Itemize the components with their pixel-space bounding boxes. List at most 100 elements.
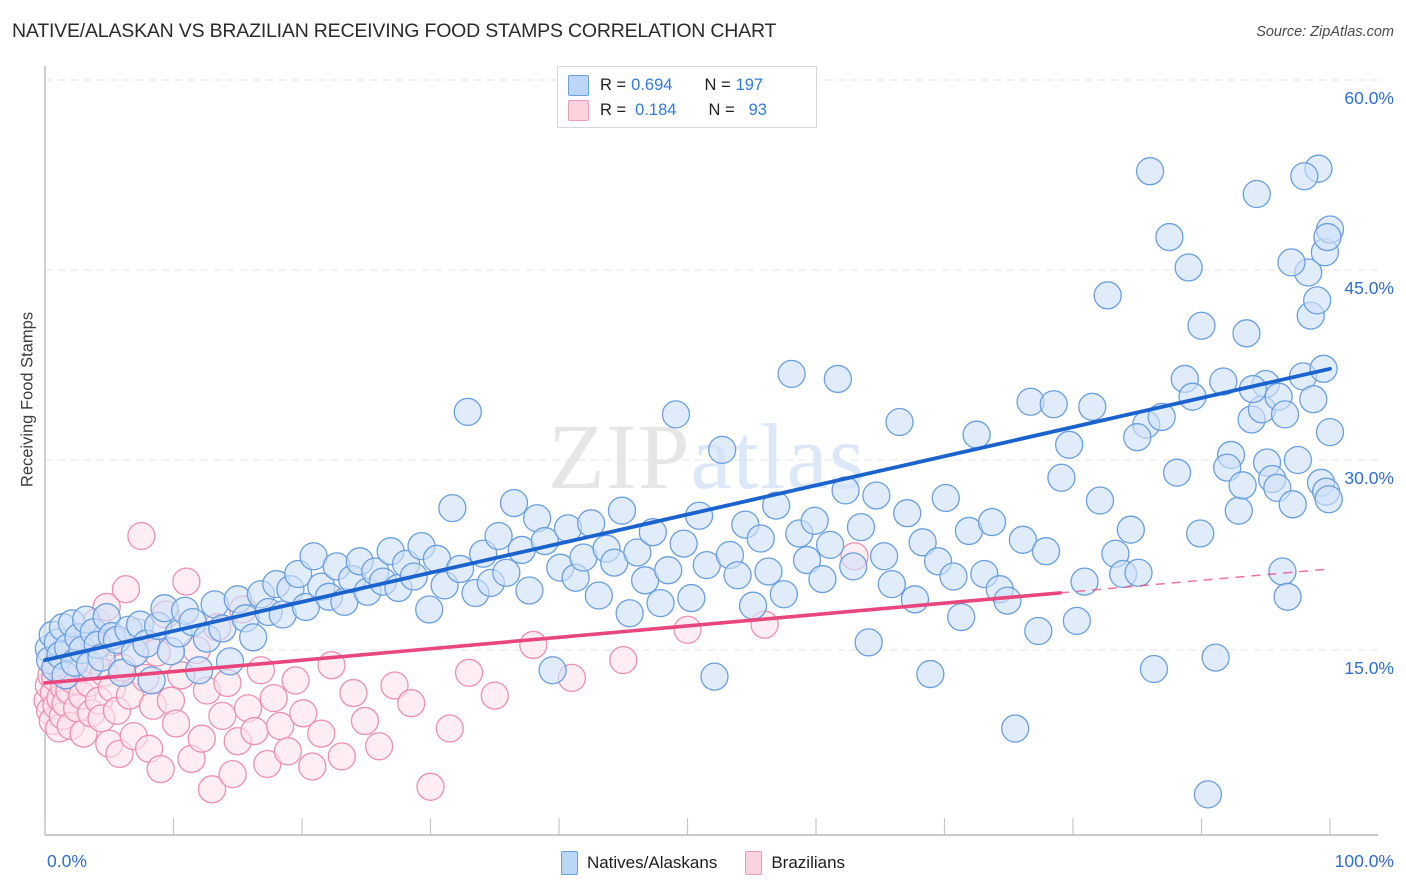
swatch-blue-icon xyxy=(568,75,589,96)
data-point xyxy=(823,364,852,394)
data-point xyxy=(916,659,945,689)
data-point xyxy=(538,656,567,685)
data-point xyxy=(246,656,276,685)
data-point xyxy=(777,359,806,389)
data-point xyxy=(1186,519,1215,548)
series-legend: Natives/Alaskans Brazilians xyxy=(0,851,1406,875)
data-point xyxy=(1054,430,1084,459)
data-point xyxy=(677,583,706,613)
data-point xyxy=(1124,558,1153,587)
data-point xyxy=(1031,537,1061,566)
data-point xyxy=(515,576,544,605)
data-point xyxy=(754,557,783,586)
data-point xyxy=(454,658,484,687)
data-point xyxy=(962,420,991,449)
data-point xyxy=(281,666,310,695)
data-point xyxy=(499,488,529,518)
data-point xyxy=(380,671,409,700)
data-point xyxy=(931,483,960,513)
data-point xyxy=(1174,253,1203,282)
data-point xyxy=(438,493,467,523)
data-point xyxy=(484,521,513,551)
data-point xyxy=(769,580,799,609)
data-point xyxy=(1201,643,1230,672)
data-point xyxy=(480,681,509,710)
data-point xyxy=(1313,222,1342,252)
data-point xyxy=(738,591,768,620)
y-tick-label-45: 45.0% xyxy=(1344,278,1394,298)
data-point xyxy=(1162,458,1192,487)
data-point xyxy=(669,529,698,558)
data-point xyxy=(869,542,899,571)
data-point xyxy=(908,528,937,557)
data-point xyxy=(435,714,464,743)
trendline-natives xyxy=(43,366,1332,663)
data-point xyxy=(1093,281,1122,310)
data-point xyxy=(1001,714,1030,743)
data-point xyxy=(1187,311,1216,340)
data-point xyxy=(893,499,922,528)
data-point xyxy=(609,645,638,675)
data-point xyxy=(661,400,691,429)
data-point xyxy=(111,575,141,604)
y-tick-label-60: 60.0% xyxy=(1344,88,1394,108)
stats-n-value-blue: 197 xyxy=(735,76,764,94)
data-point xyxy=(1039,390,1068,419)
data-point xyxy=(1232,319,1261,348)
correlation-stats-box: R = 0.694 N = 197 R = 0.184 N = 93 xyxy=(557,66,817,128)
data-point xyxy=(854,628,883,657)
data-point xyxy=(415,595,444,624)
data-point xyxy=(1008,525,1038,554)
data-point xyxy=(339,678,368,708)
data-point xyxy=(307,719,336,748)
stats-row-brazilians: R = 0.184 N = 93 xyxy=(568,98,806,123)
data-point xyxy=(1278,490,1307,519)
data-point xyxy=(1268,557,1297,586)
legend-item-natives[interactable]: Natives/Alaskans xyxy=(560,851,718,875)
data-point xyxy=(416,772,445,801)
y-tick-label-30: 30.0% xyxy=(1344,468,1394,488)
stats-n-value-pink: 93 xyxy=(748,101,767,119)
data-point xyxy=(127,521,156,551)
data-point xyxy=(397,689,426,718)
source-label: Source: ZipAtlas.com xyxy=(1256,24,1394,40)
data-point xyxy=(1299,385,1328,414)
y-tick-label-15: 15.0% xyxy=(1344,658,1394,678)
stats-n-label-blue: N = xyxy=(704,76,731,94)
x-axis-min-label: 0.0% xyxy=(47,851,87,871)
data-point xyxy=(792,545,822,575)
data-point xyxy=(993,586,1022,615)
swatch-pink-icon xyxy=(568,100,589,121)
data-point xyxy=(1070,567,1099,596)
data-point xyxy=(885,407,914,437)
data-point xyxy=(615,599,644,628)
data-point xyxy=(1135,157,1165,186)
data-point xyxy=(1078,392,1107,421)
data-point xyxy=(708,435,737,465)
data-point xyxy=(218,759,247,789)
data-point xyxy=(646,588,675,618)
data-point xyxy=(1277,248,1306,277)
legend-item-brazilians[interactable]: Brazilians xyxy=(745,851,845,875)
series-brazilians xyxy=(33,521,869,804)
data-point xyxy=(877,569,906,599)
data-point xyxy=(289,699,318,728)
data-point xyxy=(146,754,175,784)
legend-label-natives: Natives/Alaskans xyxy=(586,853,718,872)
data-point xyxy=(808,564,837,594)
stats-r-value-blue: 0.694 xyxy=(631,76,673,94)
data-point xyxy=(654,556,683,585)
data-point xyxy=(327,742,356,771)
data-point xyxy=(900,585,930,614)
data-point xyxy=(253,749,282,779)
data-point xyxy=(273,737,303,766)
data-point xyxy=(700,662,729,691)
data-point xyxy=(1116,515,1145,544)
data-point xyxy=(1155,222,1184,252)
legend-swatch-brazilians-icon xyxy=(745,851,763,875)
data-point xyxy=(1123,423,1152,452)
data-point xyxy=(584,581,613,610)
data-point xyxy=(350,706,380,736)
